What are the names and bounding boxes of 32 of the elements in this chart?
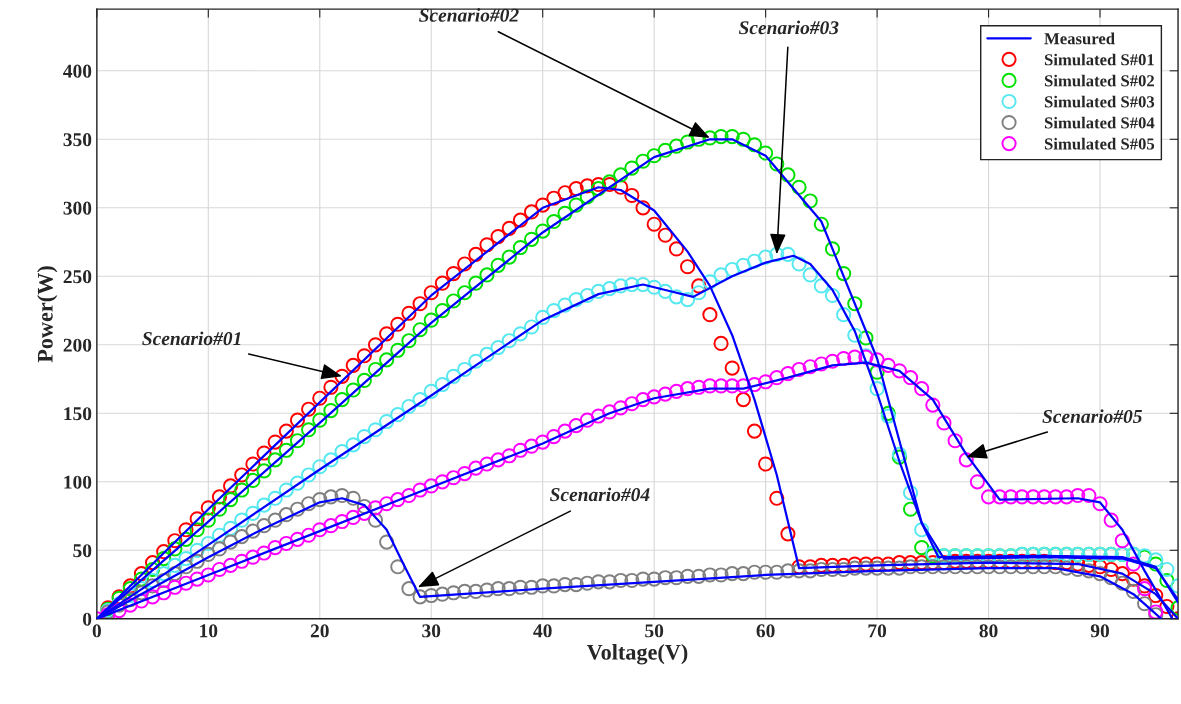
x-tick-label: 80 [979,624,998,638]
annotation: Scenario#02 [419,8,519,22]
annotation: Scenario#04 [549,487,650,502]
annotation: Scenario#01 [142,331,241,346]
annotation: Scenario#05 [1042,409,1142,424]
x-tick-label: 60 [756,624,775,638]
annotation: Scenario#03 [738,20,839,35]
x-tick-label: 70 [868,624,887,638]
legend-label: Simulated S#03 [1044,95,1155,108]
legend-label: Measured [1044,32,1115,45]
x-tick-label: 90 [1090,624,1109,638]
legend-label: Simulated S#05 [1044,137,1155,150]
y-axis-title: Power(W) [37,266,58,363]
y-tick-label: 0 [83,612,92,626]
x-tick-label: 50 [645,624,664,638]
x-axis-title: Voltage(V) [586,644,688,665]
x-tick-label: 20 [310,624,329,638]
legend-label: Simulated S#02 [1044,74,1154,87]
y-tick-label: 200 [63,338,92,352]
x-tick-label: 0 [92,624,101,638]
y-tick-label: 150 [64,407,92,421]
legend-label: Simulated S#01 [1044,53,1154,66]
y-tick-label: 250 [63,270,92,284]
y-tick-label: 50 [73,544,92,558]
y-tick-label: 350 [63,133,92,147]
x-tick-label: 40 [533,624,552,638]
x-tick-label: 10 [200,624,218,638]
y-tick-label: 100 [64,475,92,489]
y-tick-label: 300 [63,201,92,215]
y-tick-label: 400 [63,64,92,78]
legend-label: Simulated S#04 [1044,116,1155,129]
x-tick-label: 30 [422,624,441,638]
